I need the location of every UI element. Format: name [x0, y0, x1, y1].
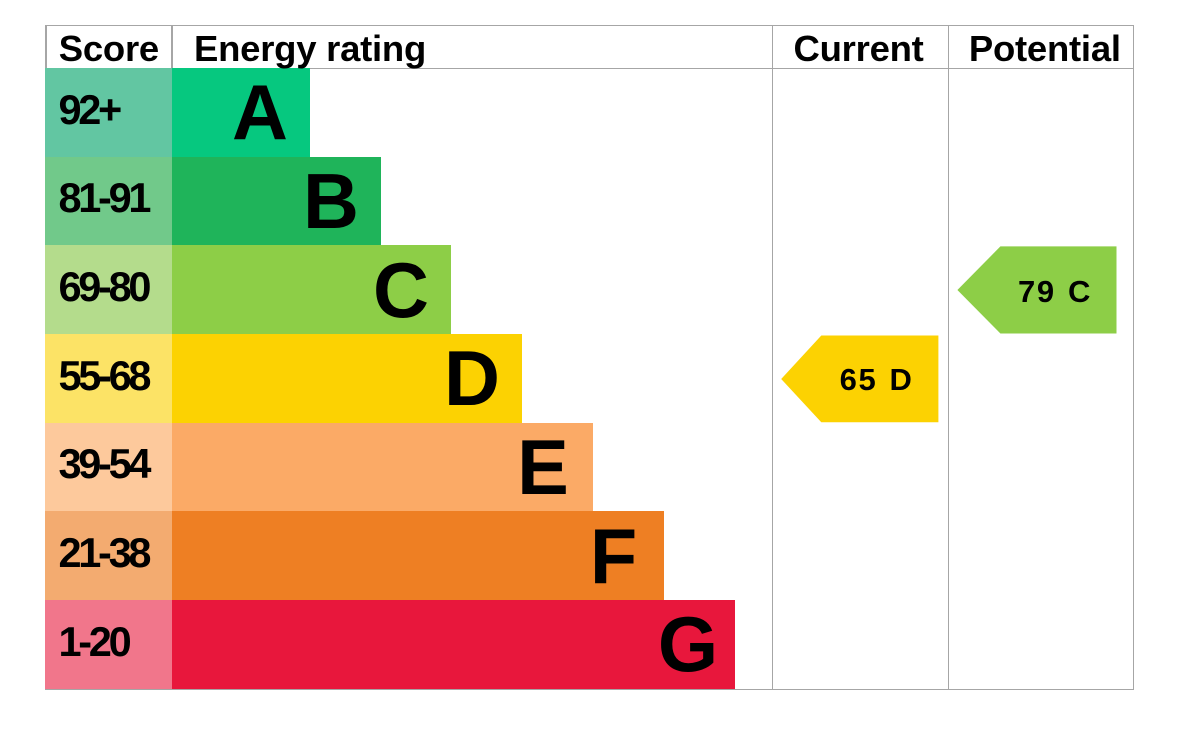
svg-text:65 D: 65 D: [840, 362, 914, 397]
svg-text:79 C: 79 C: [1018, 274, 1092, 309]
